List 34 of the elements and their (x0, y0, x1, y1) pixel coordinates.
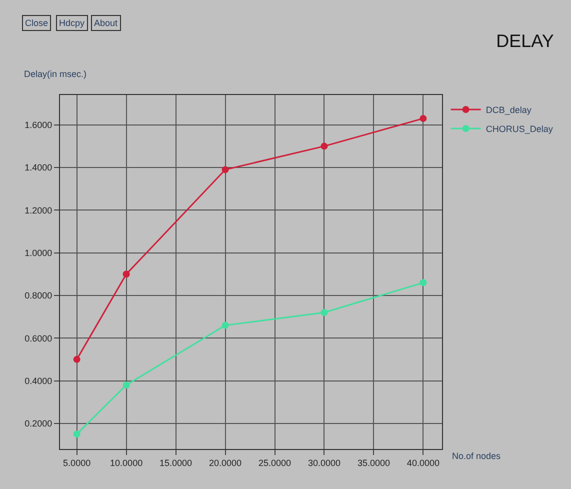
x-axis-title: No.of nodes (452, 451, 502, 461)
text: About (94, 18, 118, 28)
y-tick-label: 1.6000 (24, 120, 52, 130)
y-tick-label: 1.0000 (24, 248, 52, 258)
x-tick-label: 20.0000 (208, 458, 242, 468)
legend-label: DCB_delay (486, 105, 532, 116)
point (222, 166, 229, 174)
point (420, 279, 427, 286)
x-tick-label: 35.0000 (357, 458, 390, 468)
y-tick-label: 0.2000 (24, 418, 52, 429)
x-tick-label: 15.0000 (160, 458, 192, 468)
point (73, 356, 80, 363)
x-tick-label: 40.0000 (406, 458, 440, 468)
legend-label: CHORUS_Delay (486, 124, 554, 134)
y-tick-label: 0.8000 (24, 290, 52, 301)
point (73, 430, 80, 438)
point (122, 270, 130, 278)
x-tick-label: 30.0000 (308, 458, 341, 468)
x-tick-label: 5.0000 (63, 458, 91, 468)
y-tick-label: 1.4000 (24, 162, 52, 173)
y-tick-label: 1.2000 (24, 205, 52, 216)
y-axis-title: Delay(in msec.) (24, 69, 87, 79)
point (420, 114, 427, 122)
point (122, 382, 130, 389)
point (320, 142, 328, 150)
y-tick-label: 0.6000 (24, 333, 52, 344)
text: Close (25, 18, 48, 28)
text: DELAY (496, 30, 554, 51)
point (222, 322, 229, 329)
x-tick-label: 10.0000 (110, 458, 143, 468)
x-tick-label: 25.0000 (258, 458, 292, 468)
y-tick-label: 0.4000 (24, 376, 52, 386)
point (320, 309, 328, 316)
text: Hdcpy (59, 18, 86, 28)
